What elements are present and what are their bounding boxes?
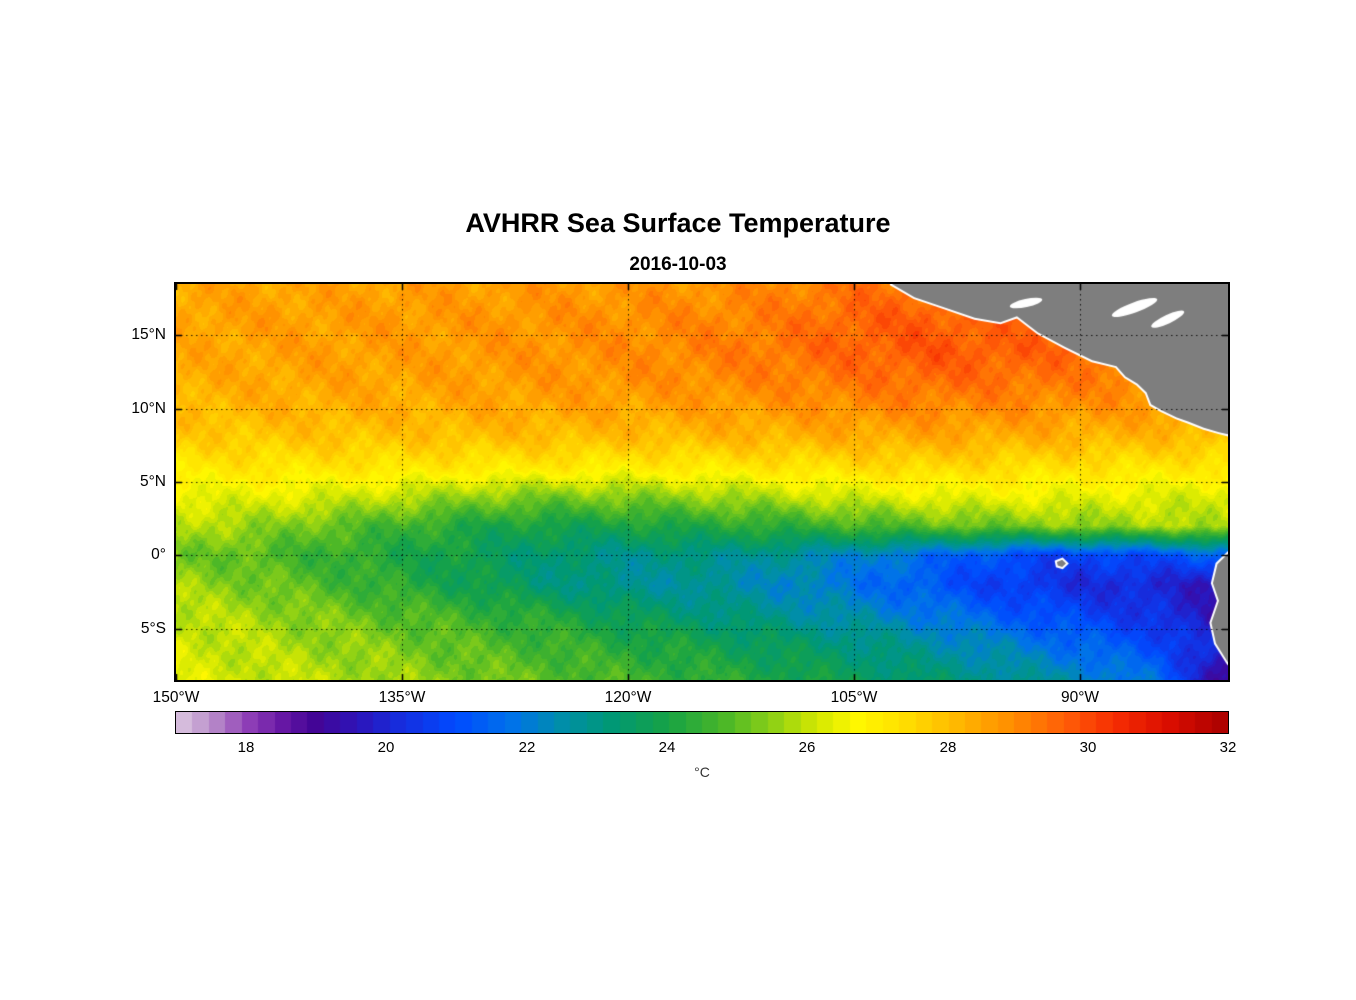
colorbar-tick-label: 24 xyxy=(658,739,676,756)
x-axis-tick-label: 105°W xyxy=(830,689,878,706)
y-axis-tick-label: 0° xyxy=(151,546,166,563)
x-axis-tick-label: 135°W xyxy=(378,689,426,706)
colorbar-tick-label: 20 xyxy=(377,739,395,756)
colorbar-tick-label: 22 xyxy=(518,739,536,756)
chart-title: AVHRR Sea Surface Temperature xyxy=(465,208,891,238)
x-axis-tick-label: 150°W xyxy=(152,689,200,706)
colorbar-tick-label: 30 xyxy=(1079,739,1097,756)
colorbar-tick-label: 32 xyxy=(1219,739,1237,756)
chart-subtitle: 2016-10-03 xyxy=(629,254,727,275)
y-axis-tick-label: 15°N xyxy=(131,326,166,343)
sst-heatmap-canvas xyxy=(176,284,1228,680)
colorbar-tick-label: 28 xyxy=(939,739,957,756)
y-axis-tick-label: 5°S xyxy=(140,620,166,637)
y-axis-tick-label: 5°N xyxy=(139,473,166,490)
x-axis-tick-label: 120°W xyxy=(604,689,652,706)
colorbar: 18 20 22 24 26 28 30 32 °C xyxy=(176,712,1236,780)
y-axis-tick-label: 10°N xyxy=(131,400,166,417)
x-axis-tick-label: 90°W xyxy=(1060,689,1100,706)
colorbar-tick-label: 26 xyxy=(798,739,816,756)
sst-map: 15°N 10°N 5°N 0° 5°S 150°W 135°W 120°W 1… xyxy=(131,284,1228,706)
colorbar-unit-label: °C xyxy=(694,764,710,780)
colorbar-tick-label: 18 xyxy=(237,739,255,756)
colorbar-canvas xyxy=(176,712,1228,733)
